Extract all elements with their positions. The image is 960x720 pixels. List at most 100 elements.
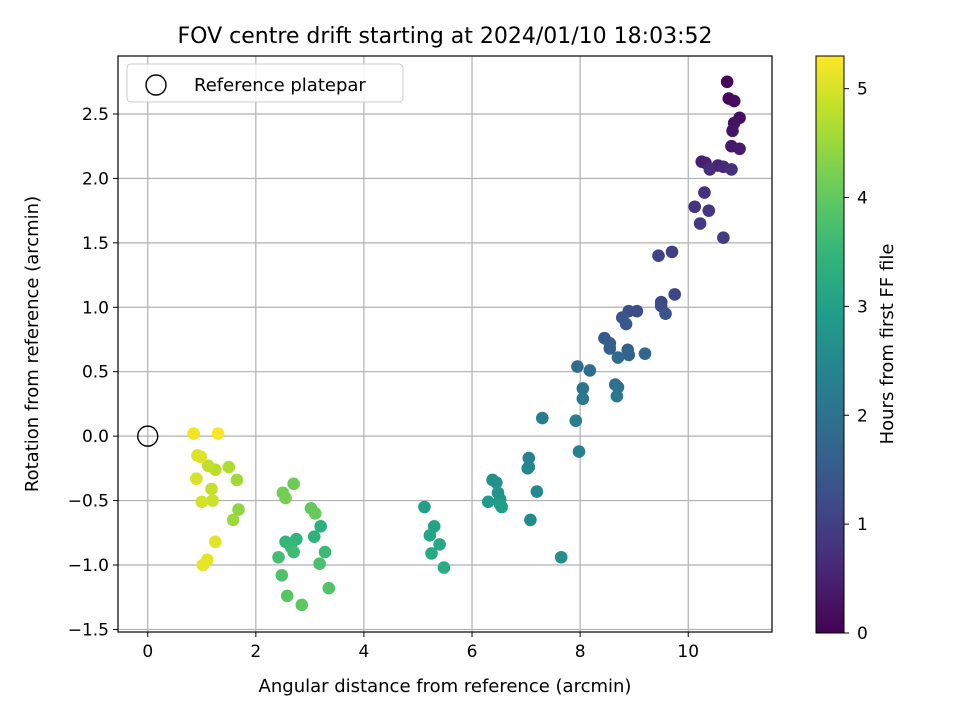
data-point bbox=[433, 538, 446, 551]
data-point bbox=[314, 520, 327, 533]
data-points bbox=[187, 75, 746, 612]
colorbar-tick-label: 1 bbox=[857, 515, 868, 535]
data-point bbox=[583, 364, 597, 377]
y-tick-label: 1.0 bbox=[82, 298, 109, 318]
data-point bbox=[308, 507, 322, 520]
data-point bbox=[232, 503, 245, 516]
data-point bbox=[522, 451, 536, 465]
y-tick-label: 0.0 bbox=[82, 427, 109, 447]
data-point bbox=[688, 200, 702, 214]
data-point bbox=[307, 530, 321, 543]
data-point bbox=[571, 360, 584, 373]
reference-marker-layer bbox=[137, 425, 159, 447]
data-point bbox=[611, 351, 625, 364]
data-point bbox=[211, 427, 225, 440]
colorbar-label: Hours from first FF file bbox=[877, 244, 898, 445]
colorbar-tick-label: 2 bbox=[857, 406, 868, 426]
data-point bbox=[280, 589, 294, 603]
colorbar-ticks: 0 1 2 3 4 5 bbox=[844, 80, 868, 644]
data-point bbox=[530, 485, 544, 498]
y-tick-label: −1.5 bbox=[68, 620, 109, 640]
data-point bbox=[622, 348, 636, 362]
data-point bbox=[698, 186, 711, 199]
data-point bbox=[205, 482, 218, 496]
data-point bbox=[287, 477, 300, 491]
data-point bbox=[295, 598, 309, 612]
colorbar-tick-label: 3 bbox=[857, 297, 868, 317]
data-point bbox=[226, 513, 240, 527]
data-point bbox=[272, 550, 285, 564]
data-point bbox=[717, 231, 730, 244]
data-point bbox=[665, 245, 679, 259]
y-axis-ticks: −1.5 −1.0 −0.5 0.0 0.5 1.0 1.5 2.0 2.5 bbox=[68, 105, 118, 640]
data-point bbox=[569, 414, 583, 427]
data-point bbox=[720, 75, 734, 89]
data-point bbox=[727, 94, 741, 108]
data-point bbox=[287, 545, 300, 559]
data-point bbox=[524, 513, 537, 527]
data-point bbox=[318, 545, 332, 559]
data-point bbox=[610, 389, 624, 403]
y-tick-label: 2.0 bbox=[82, 169, 109, 189]
colorbar: 0 1 2 3 4 5 Hours from first FF file bbox=[815, 55, 898, 644]
y-tick-label: −1.0 bbox=[68, 556, 109, 576]
data-point bbox=[693, 217, 707, 230]
data-point bbox=[659, 307, 672, 321]
reference-platepar-marker bbox=[137, 425, 159, 447]
chart-title: FOV centre drift starting at 2024/01/10 … bbox=[178, 24, 713, 49]
x-axis-label: Angular distance from reference (arcmin) bbox=[259, 676, 632, 697]
data-point bbox=[187, 427, 200, 440]
data-point bbox=[322, 581, 336, 595]
data-point bbox=[418, 500, 431, 514]
grid bbox=[118, 56, 772, 632]
data-point bbox=[554, 550, 568, 564]
data-point bbox=[726, 124, 739, 138]
data-point bbox=[313, 557, 326, 571]
x-axis-ticks: 0 2 4 6 8 10 bbox=[142, 632, 699, 662]
colorbar-tick-label: 5 bbox=[857, 80, 868, 100]
data-point bbox=[423, 529, 437, 542]
data-point bbox=[603, 342, 617, 355]
data-point bbox=[481, 495, 495, 509]
legend: Reference platepar bbox=[126, 63, 404, 103]
legend-reference-marker bbox=[145, 74, 167, 96]
data-point bbox=[425, 547, 438, 560]
y-axis-label: Rotation from reference (arcmin) bbox=[22, 196, 43, 492]
data-point bbox=[196, 558, 210, 572]
data-point bbox=[572, 445, 586, 458]
data-point bbox=[201, 459, 215, 473]
colorbar-tick-label: 4 bbox=[857, 189, 868, 209]
data-point bbox=[668, 288, 682, 301]
data-point bbox=[230, 473, 244, 487]
data-point bbox=[733, 142, 746, 156]
y-tick-label: −0.5 bbox=[68, 492, 109, 512]
x-tick-label: 8 bbox=[575, 642, 586, 662]
y-tick-label: 2.5 bbox=[82, 105, 109, 125]
data-point bbox=[638, 347, 652, 360]
data-point bbox=[576, 392, 590, 406]
data-point bbox=[703, 163, 717, 176]
x-tick-label: 4 bbox=[359, 642, 370, 662]
legend-box bbox=[126, 63, 404, 103]
x-tick-label: 10 bbox=[677, 642, 699, 662]
data-point bbox=[652, 249, 665, 263]
data-point bbox=[222, 460, 236, 474]
x-tick-label: 6 bbox=[467, 642, 478, 662]
colorbar-tick-label: 0 bbox=[857, 624, 868, 644]
y-tick-label: 0.5 bbox=[82, 363, 109, 383]
x-tick-label: 0 bbox=[142, 642, 153, 662]
data-point bbox=[194, 450, 207, 464]
colorbar-gradient bbox=[815, 55, 845, 634]
data-point bbox=[725, 163, 738, 176]
data-point bbox=[279, 491, 292, 505]
data-point bbox=[195, 495, 209, 509]
x-tick-label: 2 bbox=[250, 642, 261, 662]
plot-area-frame bbox=[117, 55, 773, 633]
data-point bbox=[535, 411, 549, 425]
data-point bbox=[521, 462, 534, 475]
legend-entry-label: Reference platepar bbox=[194, 75, 366, 96]
data-point bbox=[702, 204, 716, 217]
data-point bbox=[275, 569, 289, 582]
data-point bbox=[619, 317, 633, 331]
